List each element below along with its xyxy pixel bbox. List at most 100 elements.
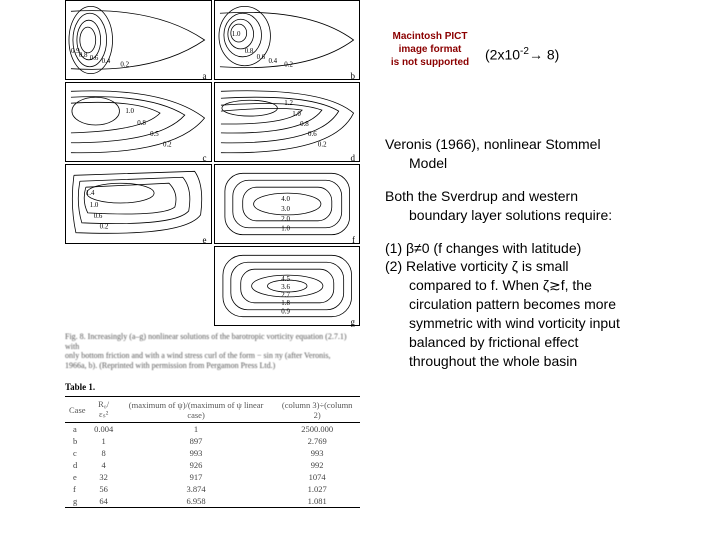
val-d3: 0.6	[308, 131, 317, 138]
table-title: Table 1.	[65, 382, 360, 392]
table-cell: d	[65, 459, 90, 471]
contours-f: 4.0 3.0 2.0 1.0	[215, 165, 360, 243]
table-row: b18972.769	[65, 435, 360, 447]
rossby-exp: -2	[520, 46, 529, 57]
panel-e: 1.4 1.0 0.6 0.2 e	[65, 164, 212, 244]
table-cell: e	[65, 471, 90, 483]
val-e3: 0.2	[100, 224, 109, 231]
table-cell: 6.958	[118, 495, 275, 508]
label-d: d	[351, 153, 356, 163]
table-row: a0.00412500.000	[65, 423, 360, 436]
contours-d: 1.2 1.0 0.8 0.6 0.2	[215, 83, 360, 161]
table-cell: 4	[90, 459, 118, 471]
th3: (maximum of ψ)/(maximum of ψ linear case…	[118, 397, 275, 423]
contours-a: 0.9 0.8 0.6 0.4 0.2	[66, 1, 211, 79]
table-cell: 2.769	[274, 435, 360, 447]
contours-b: 1.0 0.8 0.6 0.4 0.2	[215, 1, 360, 79]
val-a3: 0.4	[102, 58, 111, 65]
label-g: g	[351, 317, 356, 327]
both-l2: boundary layer solutions require:	[385, 206, 705, 225]
val-a1: 0.8	[79, 52, 88, 59]
table-cell: 993	[118, 447, 275, 459]
th1: Case	[65, 397, 90, 423]
val-e0: 1.4	[86, 190, 95, 197]
table-cell: f	[65, 483, 90, 495]
val-b0: 1.0	[231, 31, 240, 38]
val-g2: 2.7	[281, 292, 290, 299]
val-d2: 0.8	[300, 121, 309, 128]
label-c: c	[203, 153, 207, 163]
figure-column: 0.9 0.8 0.6 0.4 0.2 a 1.0 0.8 0.6 0.4 0.…	[65, 0, 360, 508]
val-c1: 0.8	[137, 120, 146, 127]
table-cell: c	[65, 447, 90, 459]
table-row: e329171074	[65, 471, 360, 483]
cap-l2: only bottom friction and with a wind str…	[65, 351, 360, 361]
table-block: Table 1. Case R₀/εₛ² (maximum of ψ)/(max…	[65, 382, 360, 508]
p2a: (2) Relative vorticity ζ is small	[385, 257, 705, 276]
val-d0: 1.2	[284, 100, 293, 107]
label-f: f	[352, 235, 355, 245]
rossby-range: (2x10-2→ 8)	[485, 45, 559, 65]
figure-caption: Fig. 8. Increasingly (a–g) nonlinear sol…	[65, 332, 360, 370]
val-f1: 3.0	[281, 206, 290, 213]
table-cell: 1074	[274, 471, 360, 483]
val-d1: 1.0	[292, 111, 301, 118]
val-b3: 0.4	[268, 58, 277, 65]
table-cell: 1.081	[274, 495, 360, 508]
table-row: f563.8741.027	[65, 483, 360, 495]
val-g3: 1.8	[281, 300, 290, 307]
val-c0: 1.0	[125, 108, 134, 115]
table-cell: g	[65, 495, 90, 508]
val-f0: 4.0	[281, 196, 290, 203]
contours-e: 1.4 1.0 0.6 0.2	[66, 165, 211, 243]
panel-empty	[65, 246, 212, 326]
label-e: e	[203, 235, 207, 245]
table-cell: 992	[274, 459, 360, 471]
p2b: compared to f. When ζ≳f, the	[385, 276, 705, 295]
panel-g: 4.5 3.6 2.7 1.8 0.9 g	[214, 246, 361, 326]
panel-f: 4.0 3.0 2.0 1.0 f	[214, 164, 361, 244]
panel-d: 1.2 1.0 0.8 0.6 0.2 d	[214, 82, 361, 162]
panel-b: 1.0 0.8 0.6 0.4 0.2 b	[214, 0, 361, 80]
table-row: d4926992	[65, 459, 360, 471]
val-c3: 0.2	[163, 142, 172, 149]
table-cell: 993	[274, 447, 360, 459]
val-a2: 0.6	[90, 55, 99, 62]
table-row: c8993993	[65, 447, 360, 459]
table-cell: 8	[90, 447, 118, 459]
data-table: Case R₀/εₛ² (maximum of ψ)/(maximum of ψ…	[65, 396, 360, 508]
table-cell: 897	[118, 435, 275, 447]
table-row: g646.9581.081	[65, 495, 360, 508]
p2f: throughout the whole basin	[385, 352, 705, 371]
val-c2: 0.5	[150, 131, 159, 138]
rossby-suffix: → 8)	[529, 47, 559, 63]
p2e: balanced by frictional effect	[385, 333, 705, 352]
rossby-prefix: (2x10	[485, 47, 520, 63]
label-b: b	[351, 71, 356, 81]
table-header-row: Case R₀/εₛ² (maximum of ψ)/(maximum of ψ…	[65, 397, 360, 423]
table-cell: 56	[90, 483, 118, 495]
val-a4: 0.2	[120, 62, 129, 69]
val-g4: 0.9	[281, 309, 290, 316]
p1a: (1) β≠0 (f changes with latitude)	[385, 239, 705, 258]
both-para: Both the Sverdrup and western boundary l…	[385, 187, 705, 225]
val-f2: 2.0	[281, 216, 290, 223]
text-column: (2x10-2→ 8) Veronis (1966), nonlinear St…	[385, 0, 705, 385]
p2d: symmetric with wind vorticity input	[385, 314, 705, 333]
reference-para: Veronis (1966), nonlinear Stommel Model	[385, 135, 705, 173]
val-b1: 0.8	[244, 48, 253, 55]
table-cell: b	[65, 435, 90, 447]
table-cell: 1	[90, 435, 118, 447]
table-cell: 3.874	[118, 483, 275, 495]
val-d4: 0.2	[317, 142, 326, 149]
cap-l3: 1966a, b). (Reprinted with permission fr…	[65, 361, 360, 371]
val-b4: 0.2	[284, 62, 293, 69]
table-cell: 2500.000	[274, 423, 360, 436]
cap-l1: Fig. 8. Increasingly (a–g) nonlinear sol…	[65, 332, 360, 351]
contours-g: 4.5 3.6 2.7 1.8 0.9	[215, 247, 360, 325]
val-e1: 1.0	[90, 202, 99, 209]
points-para: (1) β≠0 (f changes with latitude) (2) Re…	[385, 239, 705, 371]
contours-c: 1.0 0.8 0.5 0.2	[66, 83, 211, 161]
table-cell: 32	[90, 471, 118, 483]
p2c: circulation pattern becomes more	[385, 295, 705, 314]
